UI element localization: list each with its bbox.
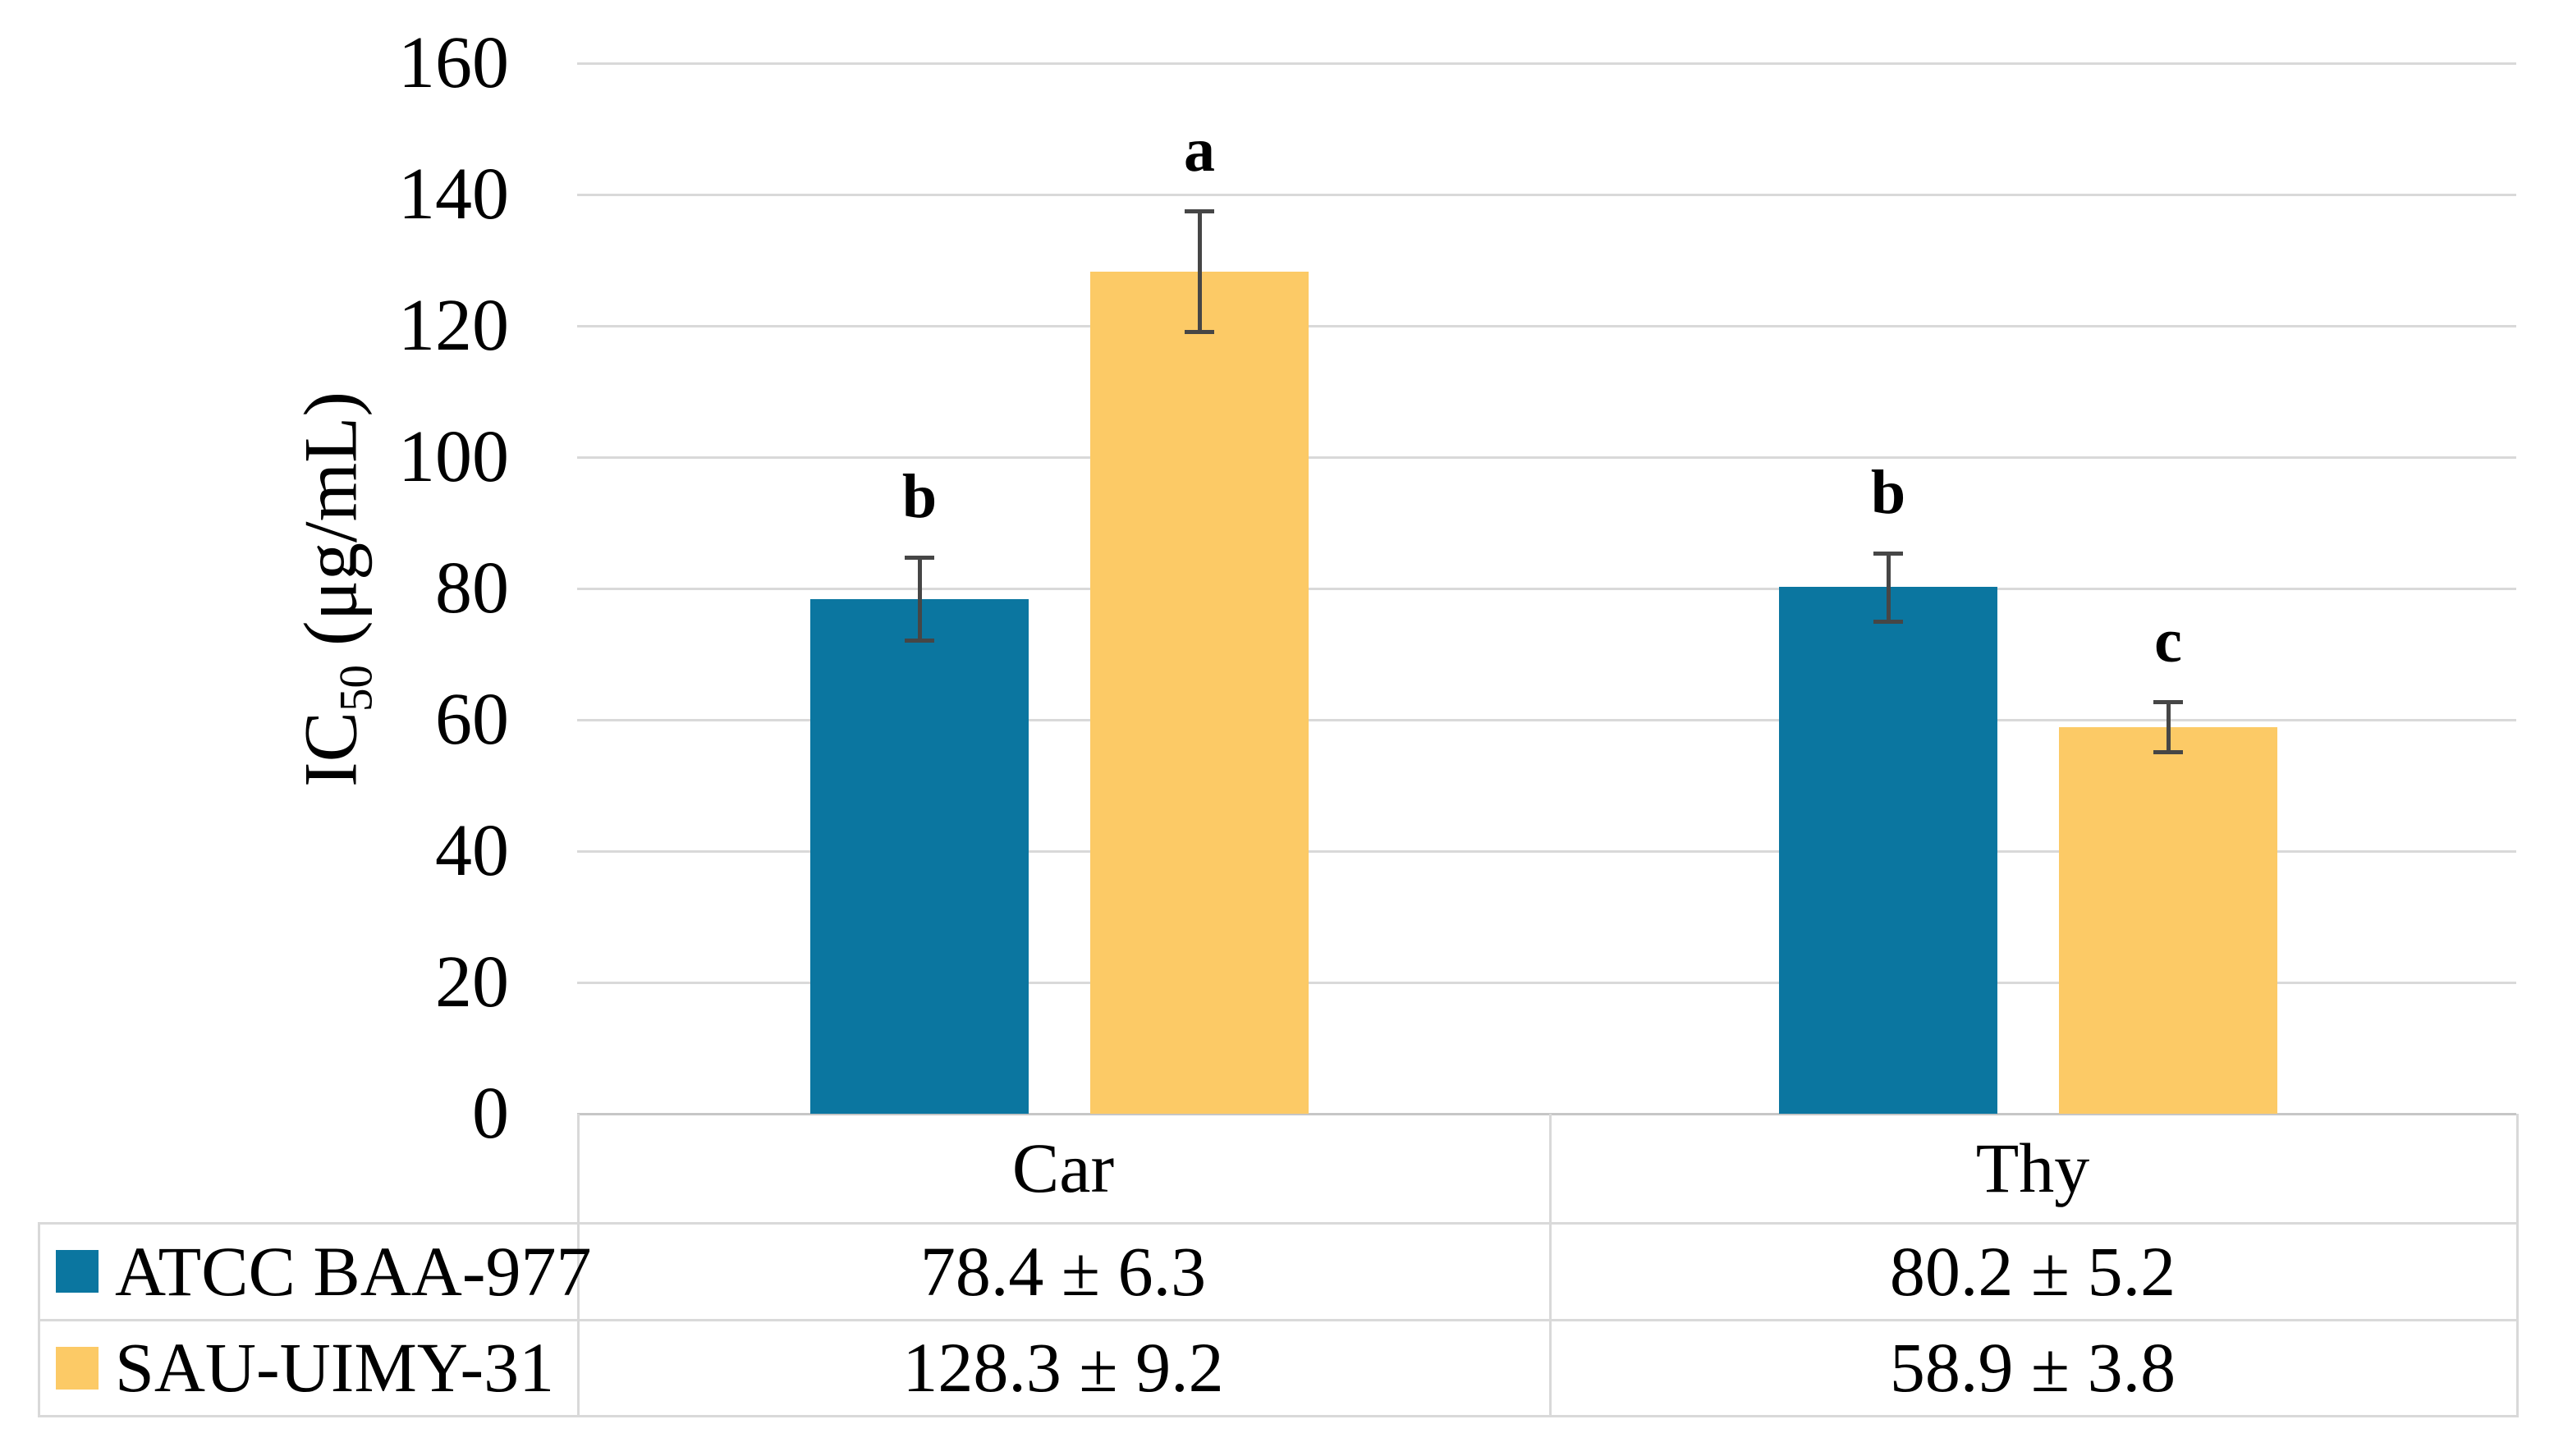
gridline xyxy=(577,194,2516,196)
y-tick-label: 140 xyxy=(398,153,509,235)
gridline xyxy=(577,62,2516,65)
error-bar-cap-bottom xyxy=(1185,330,1214,335)
significance-letter: b xyxy=(1870,457,1906,527)
gridline xyxy=(577,982,2516,984)
y-tick-label: 80 xyxy=(435,547,509,629)
table-value: 80.2 ± 5.2 xyxy=(1889,1232,2176,1311)
error-bar-line xyxy=(1198,211,1202,332)
significance-letter: b xyxy=(901,462,938,532)
error-bar-cap-bottom xyxy=(905,639,934,643)
series-name: ATCC BAA-977 xyxy=(115,1232,592,1311)
table-border-vertical xyxy=(2516,1114,2519,1416)
error-bar-cap-top xyxy=(2153,700,2183,705)
gridline xyxy=(577,456,2516,459)
gridline xyxy=(577,325,2516,327)
y-tick-label: 40 xyxy=(435,810,509,891)
significance-letter: a xyxy=(1184,116,1215,185)
y-tick-label: 120 xyxy=(398,285,509,366)
y-tick-label: 60 xyxy=(435,679,509,760)
y-tick-label: 160 xyxy=(398,22,509,103)
error-bar-cap-top xyxy=(1185,209,1214,213)
table-value: 78.4 ± 6.3 xyxy=(919,1232,1207,1311)
gridline xyxy=(577,850,2516,853)
category-label: Thy xyxy=(1975,1129,2090,1207)
bar-atcc-baa-977-car xyxy=(810,598,1029,1114)
y-tick-label: 100 xyxy=(398,416,509,497)
error-bar-line xyxy=(918,557,922,641)
error-bar-cap-bottom xyxy=(2153,750,2183,755)
bar-sau-uimy-31-thy xyxy=(2059,726,2277,1114)
error-bar-line xyxy=(1887,552,1891,621)
gridline xyxy=(577,719,2516,721)
error-bar-cap-top xyxy=(905,556,934,561)
table-border-vertical xyxy=(1549,1114,1552,1416)
error-bar-cap-top xyxy=(1873,551,1903,556)
bar-atcc-baa-977-thy xyxy=(1779,587,1997,1114)
error-bar-line xyxy=(2167,702,2171,753)
legend-key-sau xyxy=(56,1346,99,1390)
x-axis-line xyxy=(577,1113,2516,1115)
table-border-horizontal xyxy=(38,1319,2519,1321)
table-border-horizontal xyxy=(38,1415,2519,1417)
series-name: SAU-UIMY-31 xyxy=(115,1328,555,1407)
significance-letter: c xyxy=(2154,607,2182,676)
legend-key-atcc xyxy=(56,1250,99,1293)
table-border-horizontal xyxy=(38,1222,2519,1225)
table-value: 128.3 ± 9.2 xyxy=(902,1328,1224,1407)
y-tick-label: 20 xyxy=(435,941,509,1023)
error-bar-cap-bottom xyxy=(1873,620,1903,624)
table-border-left xyxy=(38,1223,40,1416)
table-value: 58.9 ± 3.8 xyxy=(1889,1328,2176,1407)
bar-sau-uimy-31-car xyxy=(1090,271,1309,1114)
y-tick-label: 0 xyxy=(472,1073,509,1154)
table-border-vertical xyxy=(577,1114,580,1416)
category-label: Car xyxy=(1011,1129,1115,1207)
gridline xyxy=(577,588,2516,590)
